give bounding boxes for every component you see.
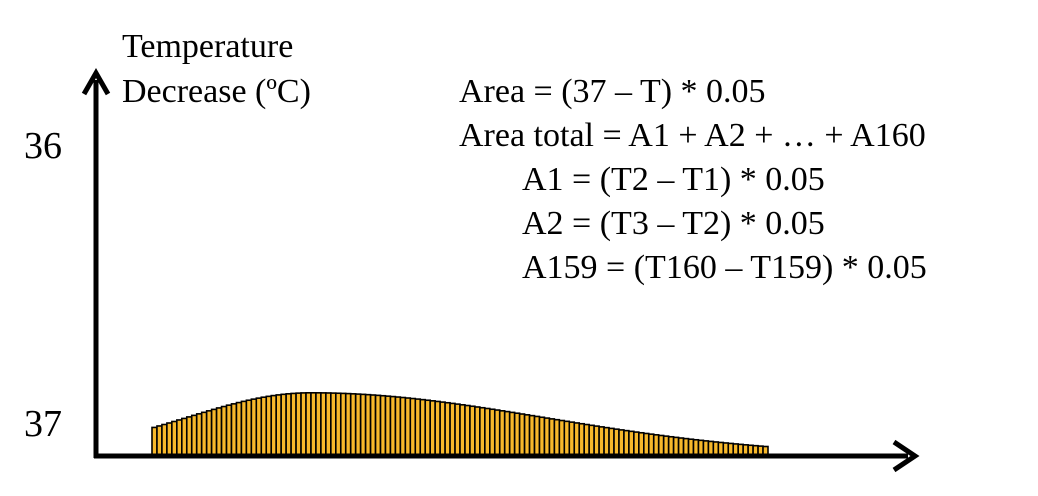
equation-a2: A2 = (T3 – T2) * 0.05 [522,205,825,242]
y-tick-label-37: 37 [24,403,62,445]
equation-area-total: Area total = A1 + A2 + … + A160 [459,117,926,154]
y-axis-arrowhead [81,67,111,96]
bar-series [151,391,769,457]
y-axis-label-line-1: Temperature [122,28,293,65]
y-axis-label-line-2: Decrease (ºC) [122,73,311,110]
equation-area: Area = (37 – T) * 0.05 [459,73,766,110]
y-tick-label-36: 36 [24,125,62,167]
equation-a1: A1 = (T2 – T1) * 0.05 [522,161,825,198]
equation-a159: A159 = (T160 – T159) * 0.05 [522,249,927,286]
x-axis-arrowhead [892,439,920,473]
